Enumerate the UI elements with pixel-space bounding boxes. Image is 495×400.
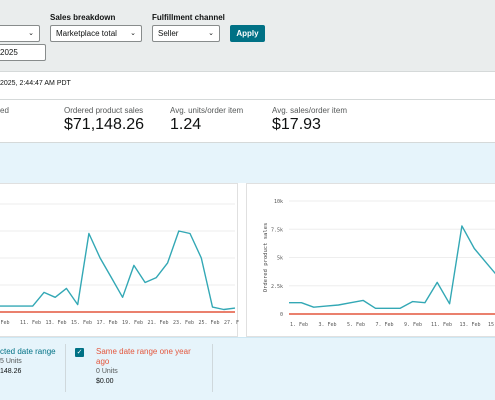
sales-chart-panel: 0 2.5k 5k 7.5k 10k Ordered product sales 1. Fe… <box>246 183 495 337</box>
x-tick-label: 19. Feb <box>122 320 143 326</box>
x-tick-label: 15. Feb <box>71 320 92 326</box>
metric-sales-value: $71,148.26 <box>64 116 145 133</box>
units-chart: Feb 11. Feb 13. Feb 15. Feb 17. Feb 19. Feb 21… <box>0 203 245 326</box>
charts-section-background <box>0 143 495 183</box>
sales-breakdown-select[interactable]: Marketplace total ⌄ <box>50 25 142 42</box>
legend-prior-units: 0 Units <box>96 368 118 375</box>
legend-divider <box>65 344 66 392</box>
units-chart-panel: Feb 11. Feb 13. Feb 15. Feb 17. Feb 19. Feb 21… <box>0 183 245 337</box>
y-tick-label: 7.5k <box>271 227 283 233</box>
x-tick-label: 13. Feb <box>459 322 480 328</box>
x-tick-label: 9. Feb <box>404 322 422 328</box>
x-tick-label: 5. Feb <box>347 322 365 328</box>
legend-prior-title-line1[interactable]: Same date range one year <box>96 347 191 356</box>
metric-avg-units-value: 1.24 <box>170 116 202 133</box>
metric-avg-sales-value: $17.93 <box>272 116 321 133</box>
prior-year-checkbox[interactable]: ✓ <box>75 348 84 357</box>
x-tick-label: 15. Feb <box>488 322 495 328</box>
x-tick-label: 17. Feb <box>96 320 117 326</box>
metric-avg-units-label: Avg. units/order item <box>170 106 244 115</box>
x-tick-label: 21. Feb <box>147 320 168 326</box>
date-input[interactable]: 2025 <box>0 44 46 61</box>
x-tick-label: 1. Feb <box>290 322 308 328</box>
legend-area: cted date range 5 Units 148.26 ✓ Same da… <box>0 337 495 400</box>
x-tick-label: 27. Feb <box>224 320 239 326</box>
legend-prior-sales: $0.00 <box>96 378 114 385</box>
sales-breakdown-value: Marketplace total <box>56 29 117 38</box>
chevron-down-icon: ⌄ <box>130 30 136 37</box>
divider <box>0 142 495 143</box>
legend-divider <box>212 344 213 392</box>
y-tick-label: 0 <box>280 312 283 318</box>
fulfillment-channel-value: Seller <box>158 29 179 38</box>
legend-selected-units: 5 Units <box>0 358 22 365</box>
metric-sales-label: Ordered product sales <box>64 106 144 115</box>
fulfillment-channel-select[interactable]: Seller ⌄ <box>152 25 220 42</box>
metric-units-label: ed <box>0 106 9 115</box>
divider <box>0 99 495 100</box>
y-tick-label: 5k <box>277 256 283 262</box>
y-tick-label: 10k <box>274 199 283 205</box>
legend-prior-title-line2[interactable]: ago <box>96 357 110 366</box>
x-tick-label: 7. Feb <box>375 322 393 328</box>
x-tick-label: 11. Feb <box>431 322 452 328</box>
x-tick-label: Feb <box>0 320 9 326</box>
legend-selected-sales: 148.26 <box>0 368 22 375</box>
fulfillment-channel-label: Fulfillment channel <box>152 13 225 22</box>
series-line-selected-range <box>0 230 236 311</box>
x-tick-label: 11. Feb <box>20 320 41 326</box>
chevron-down-icon: ⌄ <box>28 30 34 37</box>
sales-chart: 0 2.5k 5k 7.5k 10k Ordered product sales 1. Fe… <box>263 199 495 328</box>
sales-breakdown-label: Sales breakdown <box>50 13 116 22</box>
legend-selected-title[interactable]: cted date range <box>0 347 56 356</box>
x-tick-label: 3. Feb <box>318 322 336 328</box>
y-axis-label: Ordered product sales <box>263 223 269 293</box>
filter-bar: ⌄ Sales breakdown Marketplace total ⌄ Fu… <box>0 0 495 72</box>
series-line-selected-range <box>289 225 495 310</box>
apply-button[interactable]: Apply <box>230 25 265 42</box>
metric-avg-sales-label: Avg. sales/order item <box>272 106 347 115</box>
x-tick-label: 23. Feb <box>173 320 194 326</box>
x-tick-label: 13. Feb <box>45 320 66 326</box>
y-tick-label: 2.5k <box>271 284 283 290</box>
last-updated-timestamp: 2025, 2:44:47 AM PDT <box>0 80 71 87</box>
x-tick-label: 25. Feb <box>198 320 219 326</box>
date-range-select[interactable]: ⌄ <box>0 25 40 42</box>
chevron-down-icon: ⌄ <box>208 30 214 37</box>
